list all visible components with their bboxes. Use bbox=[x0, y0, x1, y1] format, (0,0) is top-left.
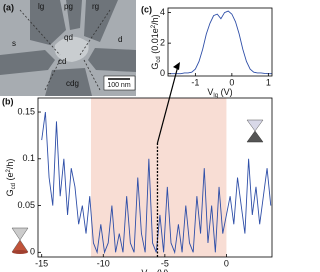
y-tick-label: 0.15 bbox=[17, 106, 35, 116]
axis-label-part: V bbox=[141, 268, 147, 272]
arrow-head bbox=[173, 62, 180, 70]
highlight-region bbox=[90, 98, 227, 257]
y-tick-label: 2 bbox=[160, 38, 165, 48]
data-line bbox=[41, 111, 272, 255]
arrow bbox=[156, 65, 179, 144]
x-tick-label: -1 bbox=[191, 77, 199, 87]
y-tick-label: 0 bbox=[30, 247, 35, 257]
panel-label: (c) bbox=[141, 4, 152, 14]
y-tick-label: 4 bbox=[160, 7, 165, 17]
axis-label-part: /h) bbox=[150, 14, 160, 25]
axis-label-part: G bbox=[5, 189, 15, 196]
x-tick-label: 0 bbox=[224, 258, 229, 268]
axis-label: Gcd (e2/h) bbox=[5, 159, 16, 197]
axis-label-part: G bbox=[150, 63, 160, 70]
axis-label-part: /h) bbox=[5, 159, 15, 170]
axis-label-part: 2 bbox=[6, 168, 12, 172]
data-line bbox=[169, 10, 272, 75]
panel-label: (a) bbox=[3, 2, 14, 12]
region-label: s bbox=[12, 39, 16, 48]
x-tick-label: 0 bbox=[229, 77, 234, 87]
region-label: rg bbox=[92, 2, 99, 11]
axis-label-part: (V) bbox=[154, 268, 169, 272]
gate-electrodes bbox=[0, 0, 136, 96]
cone-icons bbox=[11, 119, 264, 254]
axis-label-part: lg bbox=[213, 93, 218, 99]
x-tick-label: 1 bbox=[266, 77, 271, 87]
x-tick-label: -10 bbox=[97, 258, 110, 268]
region-label: lg bbox=[38, 2, 44, 11]
axis-label-part: cd bbox=[156, 56, 162, 62]
quantum-dot bbox=[54, 36, 89, 62]
axis-label-part: cd bbox=[11, 183, 17, 189]
scale-bar-label: 100 nm bbox=[107, 82, 131, 89]
region-label: cdg bbox=[66, 79, 79, 88]
x-tick-label: -15 bbox=[35, 258, 48, 268]
panel-label: (b) bbox=[2, 96, 14, 106]
axis-label-part: (e bbox=[5, 172, 15, 183]
region-label: d bbox=[118, 35, 122, 44]
region-label: qd bbox=[64, 33, 73, 42]
micrograph: (a) lg pg rg s qd d cd cdg 100 nm bbox=[0, 0, 136, 96]
region-label: cd bbox=[58, 57, 66, 66]
axis-label: Vlg (V) bbox=[207, 87, 232, 98]
plot-frame bbox=[167, 7, 273, 77]
x-tick-label: -5 bbox=[161, 258, 169, 268]
y-tick-label: 0 bbox=[160, 68, 165, 78]
axis-label: Vbg (V) bbox=[141, 268, 168, 272]
figure: (a) lg pg rg s qd d cd cdg 100 nm -15 -10… bbox=[0, 0, 273, 272]
axis-label-part: (0.01e bbox=[150, 28, 160, 56]
axis-label-part: (V) bbox=[218, 87, 233, 97]
region-label: pg bbox=[64, 2, 73, 11]
y-tick-label: 0.1 bbox=[22, 153, 35, 163]
axis-label: Gcd (0.01e2/h) bbox=[150, 14, 161, 69]
y-tick-label: 0.05 bbox=[17, 200, 35, 210]
axis-label-part: 2 bbox=[151, 24, 157, 28]
axis-label-part: V bbox=[207, 87, 213, 97]
plot-frame bbox=[37, 97, 273, 258]
